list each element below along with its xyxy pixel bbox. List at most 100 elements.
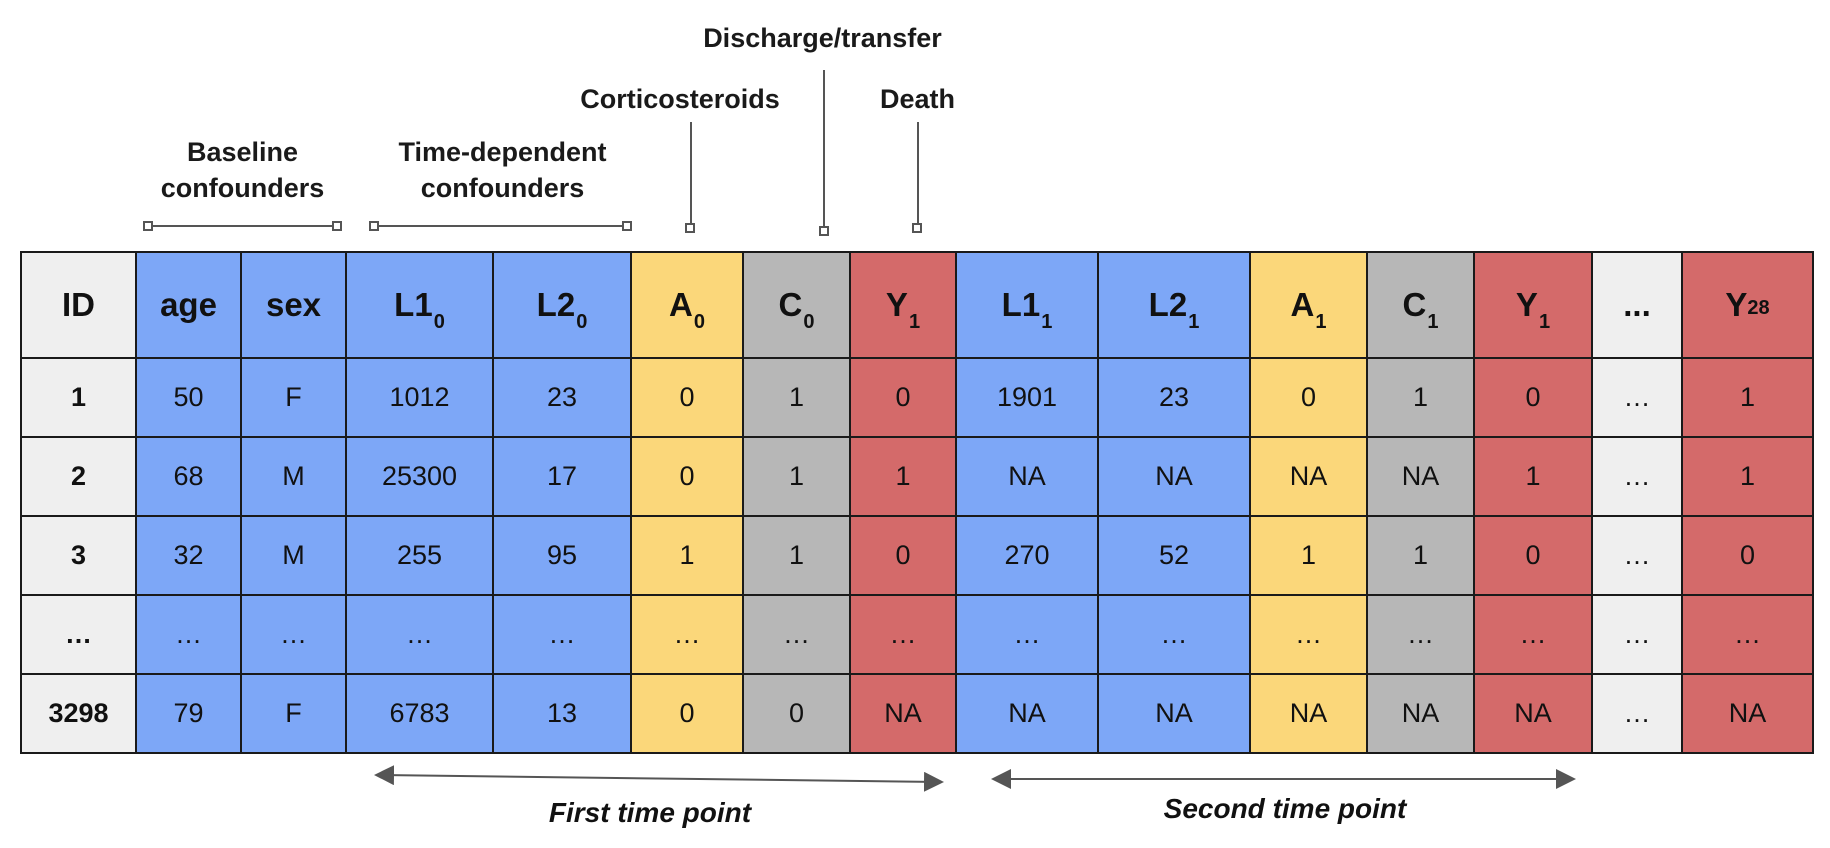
- table-cell: F: [240, 673, 347, 754]
- table-cell: NA: [1097, 436, 1251, 517]
- table-cell: …: [1681, 594, 1814, 675]
- table-cell: …: [1591, 515, 1683, 596]
- column-header: Y28: [1681, 251, 1814, 359]
- column-header: sex: [240, 251, 347, 359]
- table-cell: 0: [1473, 515, 1593, 596]
- table-cell: 1: [742, 515, 851, 596]
- baseline-label-line1: Baseline: [186, 137, 299, 167]
- table-cell: 0: [630, 436, 744, 517]
- table-cell: 32: [135, 515, 242, 596]
- row-id-cell: …: [20, 594, 137, 675]
- column-header-main: C: [1402, 286, 1427, 323]
- column-header: Y1: [849, 251, 957, 359]
- table-cell: NA: [1097, 673, 1251, 754]
- table-cell: NA: [955, 673, 1099, 754]
- table-cell: …: [492, 594, 632, 675]
- column-header-main: Y: [1725, 286, 1748, 323]
- column-header: C0: [742, 251, 851, 359]
- header-row: ID age sex L10 L20 A0 C0 Y1 L11 L21 A1 C1 Y1... Y28: [20, 251, 1814, 359]
- table-cell: 0: [1681, 515, 1814, 596]
- table-row: 3298 79 F 6783 13 0 0 NA NA NA NA NA NA… NA: [20, 673, 1814, 754]
- table-cell: 0: [630, 357, 744, 438]
- table-cell: 0: [630, 673, 744, 754]
- baseline-bracket: [148, 225, 338, 227]
- death-label: Death: [879, 84, 955, 114]
- table-cell: F: [240, 357, 347, 438]
- table-cell: 1: [1366, 357, 1475, 438]
- column-header-main: L2: [536, 286, 576, 323]
- table-cell: …: [1366, 594, 1475, 675]
- column-header-subscript: 1: [1188, 311, 1200, 333]
- column-header: A0: [630, 251, 744, 359]
- column-header-subscript: 0: [693, 311, 705, 333]
- column-header-subscript: 0: [803, 311, 815, 333]
- table-cell: NA: [1249, 436, 1368, 517]
- table-cell: 1: [630, 515, 744, 596]
- table-cell: 0: [742, 673, 851, 754]
- table-cell: 50: [135, 357, 242, 438]
- row-id-cell: 1: [20, 357, 137, 438]
- table-cell: 1: [1681, 357, 1814, 438]
- column-header-main: ID: [62, 286, 95, 323]
- column-header: C1: [1366, 251, 1475, 359]
- table-cell: 0: [1473, 357, 1593, 438]
- table-cell: …: [345, 594, 494, 675]
- table-cell: …: [630, 594, 744, 675]
- table-cell: NA: [1473, 673, 1593, 754]
- column-header-main: A: [1290, 286, 1315, 323]
- second-time-point-label: Second time point: [1163, 793, 1407, 824]
- table-cell: 1: [849, 436, 957, 517]
- column-header-main: L1: [394, 286, 433, 323]
- first-time-point-label: First time point: [548, 797, 752, 828]
- row-id-cell: 2: [20, 436, 137, 517]
- table-cell: 1: [1366, 515, 1475, 596]
- table-cell: NA: [1249, 673, 1368, 754]
- column-header-subscript: 0: [576, 311, 588, 333]
- table-cell: …: [1097, 594, 1251, 675]
- timedep-confounders-label: Time-dependent confounders: [375, 134, 630, 206]
- baseline-bracket-right-end: [332, 221, 342, 231]
- timedep-label-line2: confounders: [420, 173, 585, 203]
- table-cell: 17: [492, 436, 632, 517]
- table-body: 1 50 F 1012 23 0 1 0 1901 23 0 1 0… 1 2 68 M 25300 17 0 1 1 NA…: [20, 357, 1814, 754]
- table-cell: NA: [849, 673, 957, 754]
- table-cell: …: [955, 594, 1099, 675]
- discharge-leader-line: [823, 70, 825, 226]
- column-header-main: Y: [885, 286, 908, 323]
- table-row: 3 32 M 255 95 1 1 0 270 52 1 1 0… 0: [20, 515, 1814, 596]
- table-cell: …: [135, 594, 242, 675]
- timedep-label-line1: Time-dependent: [398, 137, 607, 167]
- table-row: ………………………………………: [20, 594, 1814, 675]
- table-cell: M: [240, 436, 347, 517]
- column-header-main: sex: [265, 286, 322, 323]
- table-cell: 1012: [345, 357, 494, 438]
- column-header-main: L2: [1148, 286, 1188, 323]
- column-header-subscript: 1: [908, 311, 921, 333]
- column-header-subscript: 1: [1538, 311, 1551, 333]
- table-cell: 95: [492, 515, 632, 596]
- corticosteroids-label: Corticosteroids: [580, 84, 780, 114]
- table-cell: 52: [1097, 515, 1251, 596]
- first-time-point-arrow: [374, 765, 944, 792]
- row-id-cell: 3: [20, 515, 137, 596]
- table-cell: …: [1473, 594, 1593, 675]
- column-header: L11: [955, 251, 1099, 359]
- table-cell: 1: [742, 357, 851, 438]
- table-cell: 79: [135, 673, 242, 754]
- timedep-bracket-right-end: [622, 221, 632, 231]
- table-cell: …: [1591, 673, 1683, 754]
- column-header: ...: [1591, 251, 1683, 359]
- table-cell: NA: [1366, 673, 1475, 754]
- table-cell: …: [1249, 594, 1368, 675]
- table-cell: 0: [849, 515, 957, 596]
- table-cell: 25300: [345, 436, 494, 517]
- column-header: ID: [20, 251, 137, 359]
- column-header: age: [135, 251, 242, 359]
- table-cell: 1: [1249, 515, 1368, 596]
- table-cell: …: [849, 594, 957, 675]
- corticosteroids-leader-line: [690, 122, 692, 223]
- table-cell: 1901: [955, 357, 1099, 438]
- column-header-main: L1: [1001, 286, 1041, 323]
- table-cell: …: [240, 594, 347, 675]
